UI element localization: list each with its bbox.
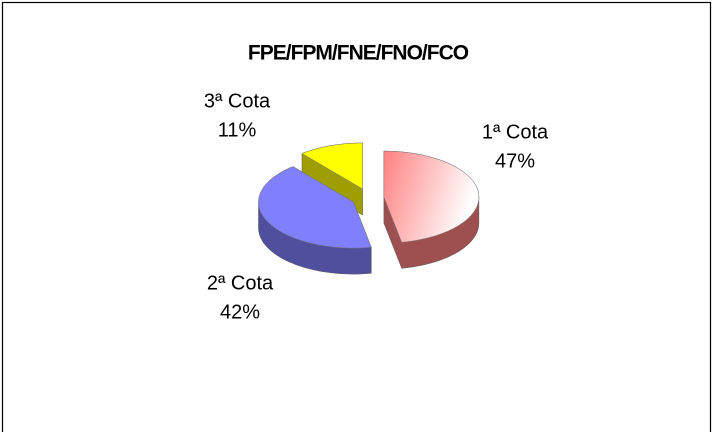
data-label-category: 3ª Cota bbox=[204, 90, 271, 112]
pie-slice bbox=[301, 142, 363, 190]
chart-title: FPE/FPM/FNE/FNO/FCO bbox=[248, 42, 469, 65]
data-label-value: 42% bbox=[220, 301, 260, 323]
data-label-value: 47% bbox=[495, 150, 535, 172]
data-label-category: 1ª Cota bbox=[482, 121, 549, 143]
pie-slice bbox=[258, 166, 372, 249]
data-label-category: 2ª Cota bbox=[207, 272, 274, 294]
data-label-value: 11% bbox=[218, 119, 257, 141]
pie-slice bbox=[383, 150, 480, 243]
